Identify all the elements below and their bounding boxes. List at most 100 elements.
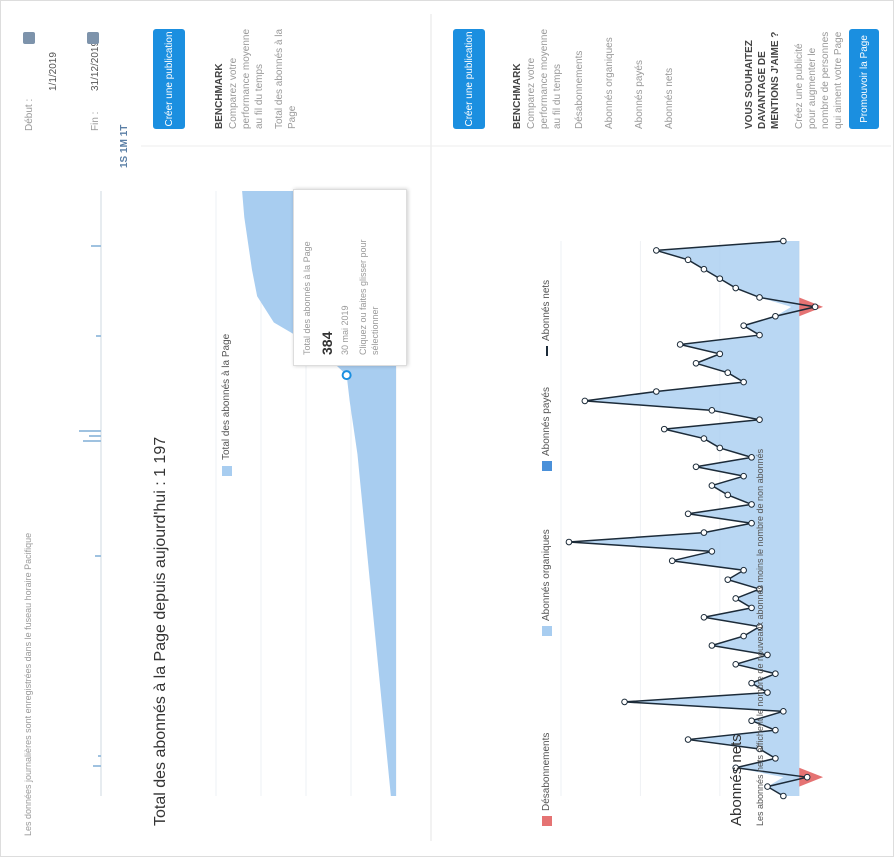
benchmark-text: Comparez votre performance moyenne au fi… xyxy=(228,28,265,129)
point xyxy=(803,773,811,781)
promote-button[interactable]: Promouvoir la Page xyxy=(849,29,879,129)
unsubscribe-bump xyxy=(799,767,824,787)
point xyxy=(772,755,779,762)
point xyxy=(684,736,692,743)
benchmark-item[interactable]: Abonnés payés xyxy=(634,60,645,129)
benchmark-item[interactable]: Total des abonnés à la Page xyxy=(274,28,298,129)
point xyxy=(652,388,660,395)
point xyxy=(780,237,787,245)
point xyxy=(772,312,779,320)
legend-swatch xyxy=(542,816,552,826)
legend-label: Abonnés payés xyxy=(541,387,552,456)
point xyxy=(581,397,589,405)
date: 31/12/2019 xyxy=(90,40,101,91)
point xyxy=(684,510,692,518)
point xyxy=(724,576,732,583)
point xyxy=(740,322,747,329)
point xyxy=(756,585,763,593)
note: Les données journalières sont enregistré… xyxy=(23,532,33,836)
range-button[interactable]: 1M xyxy=(119,139,130,153)
benchmark-title: BENCHMARK xyxy=(214,63,225,129)
tooltip: Total des abonnés à la Page 384 30 mai 2… xyxy=(293,189,407,366)
legend-swatch xyxy=(542,626,552,636)
point xyxy=(756,623,763,630)
point xyxy=(724,491,732,499)
legend-label: Désabonnements xyxy=(541,732,552,811)
range-button[interactable]: 1S xyxy=(119,155,130,168)
point xyxy=(748,501,755,508)
range-button[interactable]: 1T xyxy=(119,124,130,137)
calendar-icon[interactable] xyxy=(87,32,99,44)
hover-marker xyxy=(341,370,352,381)
point xyxy=(652,247,660,254)
section-title: Abonnés nets xyxy=(728,734,745,826)
point xyxy=(748,717,755,725)
tooltip-date: 30 mai 2019 xyxy=(340,305,350,355)
point xyxy=(732,284,740,292)
point xyxy=(756,294,763,301)
point xyxy=(756,745,763,753)
legend-swatch xyxy=(546,346,548,356)
benchmark-item[interactable]: Abonnés nets xyxy=(664,67,675,129)
section-title: Total des abonnés à la Page depuis aujou… xyxy=(152,436,169,826)
create-post-button[interactable]: Créer une publication xyxy=(153,29,185,129)
point xyxy=(748,679,755,687)
point xyxy=(764,689,771,696)
point xyxy=(708,482,716,489)
point xyxy=(700,529,708,536)
point xyxy=(780,708,787,715)
point xyxy=(740,378,747,386)
create-post-button[interactable]: Créer une publication xyxy=(453,29,485,129)
point xyxy=(708,548,716,555)
point xyxy=(764,783,771,790)
legend-swatch xyxy=(222,466,232,476)
legend-label: Abonnés organiques xyxy=(541,529,552,621)
range-buttons: 1S 1M 1T xyxy=(119,125,130,168)
point xyxy=(772,670,779,678)
benchmark-text: Comparez votre performance moyenne au fi… xyxy=(526,28,563,129)
point xyxy=(811,303,819,311)
point xyxy=(565,538,573,546)
benchmark-item[interactable]: Désabonnements xyxy=(574,50,585,129)
point xyxy=(700,613,708,621)
point xyxy=(732,595,740,602)
point xyxy=(700,265,708,273)
point xyxy=(780,792,787,800)
benchmark-item[interactable]: Abonnés organiques xyxy=(604,37,615,129)
point xyxy=(764,651,771,659)
brush-sparkline xyxy=(79,245,101,767)
point xyxy=(684,256,692,264)
tooltip-value: 384 xyxy=(319,331,335,355)
date: 1/1/2019 xyxy=(48,52,59,91)
date-label: Début : xyxy=(24,98,35,131)
legend-label: Total des abonnés à la Page xyxy=(221,333,232,460)
promo-title: VOUS SOUHAITEZ DAVANTAGE DE MENTIONS J'A… xyxy=(744,31,781,129)
point xyxy=(724,369,732,376)
point xyxy=(740,632,747,640)
point xyxy=(700,435,708,442)
point xyxy=(772,726,779,734)
point xyxy=(716,444,724,452)
benchmark-title: BENCHMARK xyxy=(512,63,523,129)
legend-label: Abonnés nets xyxy=(541,279,552,341)
tooltip-hint: Cliquez ou faites glisser pour sélection… xyxy=(358,239,380,355)
point xyxy=(756,331,763,339)
point xyxy=(756,416,763,424)
promo-text: Créez une publicité pour augmenter le no… xyxy=(794,31,844,129)
point xyxy=(740,472,747,480)
point xyxy=(748,454,755,461)
point xyxy=(732,661,740,668)
calendar-icon[interactable] xyxy=(23,32,35,44)
point xyxy=(716,275,724,282)
point xyxy=(692,463,700,471)
point xyxy=(676,341,684,348)
point xyxy=(668,557,676,565)
date-label: Fin : xyxy=(90,111,101,131)
section-subtitle: Les abonnés nets affichent le nombre de … xyxy=(755,448,765,826)
point xyxy=(732,764,740,772)
point xyxy=(660,425,668,433)
point xyxy=(748,604,755,612)
point xyxy=(708,407,716,414)
tooltip-title: Total des abonnés à la Page xyxy=(302,241,312,355)
